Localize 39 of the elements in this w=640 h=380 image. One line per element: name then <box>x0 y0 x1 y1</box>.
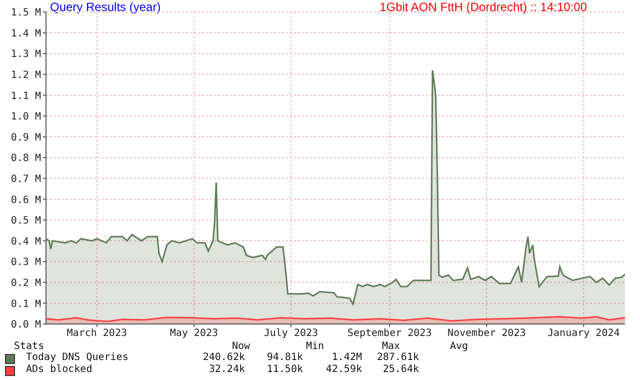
text: 25.64k <box>382 364 419 375</box>
y-tick-label: 1.1 M <box>10 90 41 102</box>
y-tick-label: 0.0 M <box>10 320 41 331</box>
x-tick-label: May 2023 <box>170 328 218 340</box>
x-tick-label: September 2023 <box>347 328 432 340</box>
chart-title: Query Results (year) <box>50 0 161 14</box>
y-tick-label: 0.6 M <box>10 194 41 206</box>
y-tick-label: 1.0 M <box>10 112 41 123</box>
x-tick-label: January 2024 <box>548 328 620 340</box>
y-tick-label: 0.2 M <box>10 278 41 289</box>
text: 240.62k <box>202 352 245 363</box>
text: 11.50k <box>266 364 303 375</box>
y-tick-label: 1.4 M <box>10 28 41 40</box>
x-tick-label: July 2023 <box>264 328 318 340</box>
text: Now <box>232 341 250 352</box>
text: 1.42M <box>332 352 362 363</box>
legend-label: Today DNS Queries <box>26 352 128 363</box>
text: Avg <box>450 341 468 352</box>
text: 32.24k <box>208 364 245 375</box>
text: 42.59k <box>326 364 362 375</box>
y-tick-label: 0.8 M <box>10 153 41 164</box>
y-tick-label: 1.3 M <box>10 49 41 60</box>
y-tick-label: 0.5 M <box>10 216 41 227</box>
text: 94.81k <box>266 352 303 363</box>
y-tick-label: 0.9 M <box>10 132 41 144</box>
x-tick-label: March 2023 <box>66 328 128 340</box>
text: Max <box>382 341 400 352</box>
y-tick-label: 1.5 M <box>10 8 41 19</box>
chart-subtitle: 1Gbit AON FttH (Dordrecht) :: 14:10:00 <box>380 0 587 14</box>
y-tick-label: 1.2 M <box>10 70 41 81</box>
y-tick-label: 0.3 M <box>10 257 41 268</box>
text: Min <box>306 341 324 352</box>
text: Stats <box>14 341 44 352</box>
y-tick-label: 0.4 M <box>10 236 41 248</box>
y-tick-label: 0.7 M <box>10 174 41 185</box>
legend-label: ADs blocked <box>26 364 92 375</box>
y-tick-label: 0.1 M <box>10 298 41 310</box>
x-tick-label: November 2023 <box>447 328 526 340</box>
text: 287.61k <box>376 352 419 363</box>
